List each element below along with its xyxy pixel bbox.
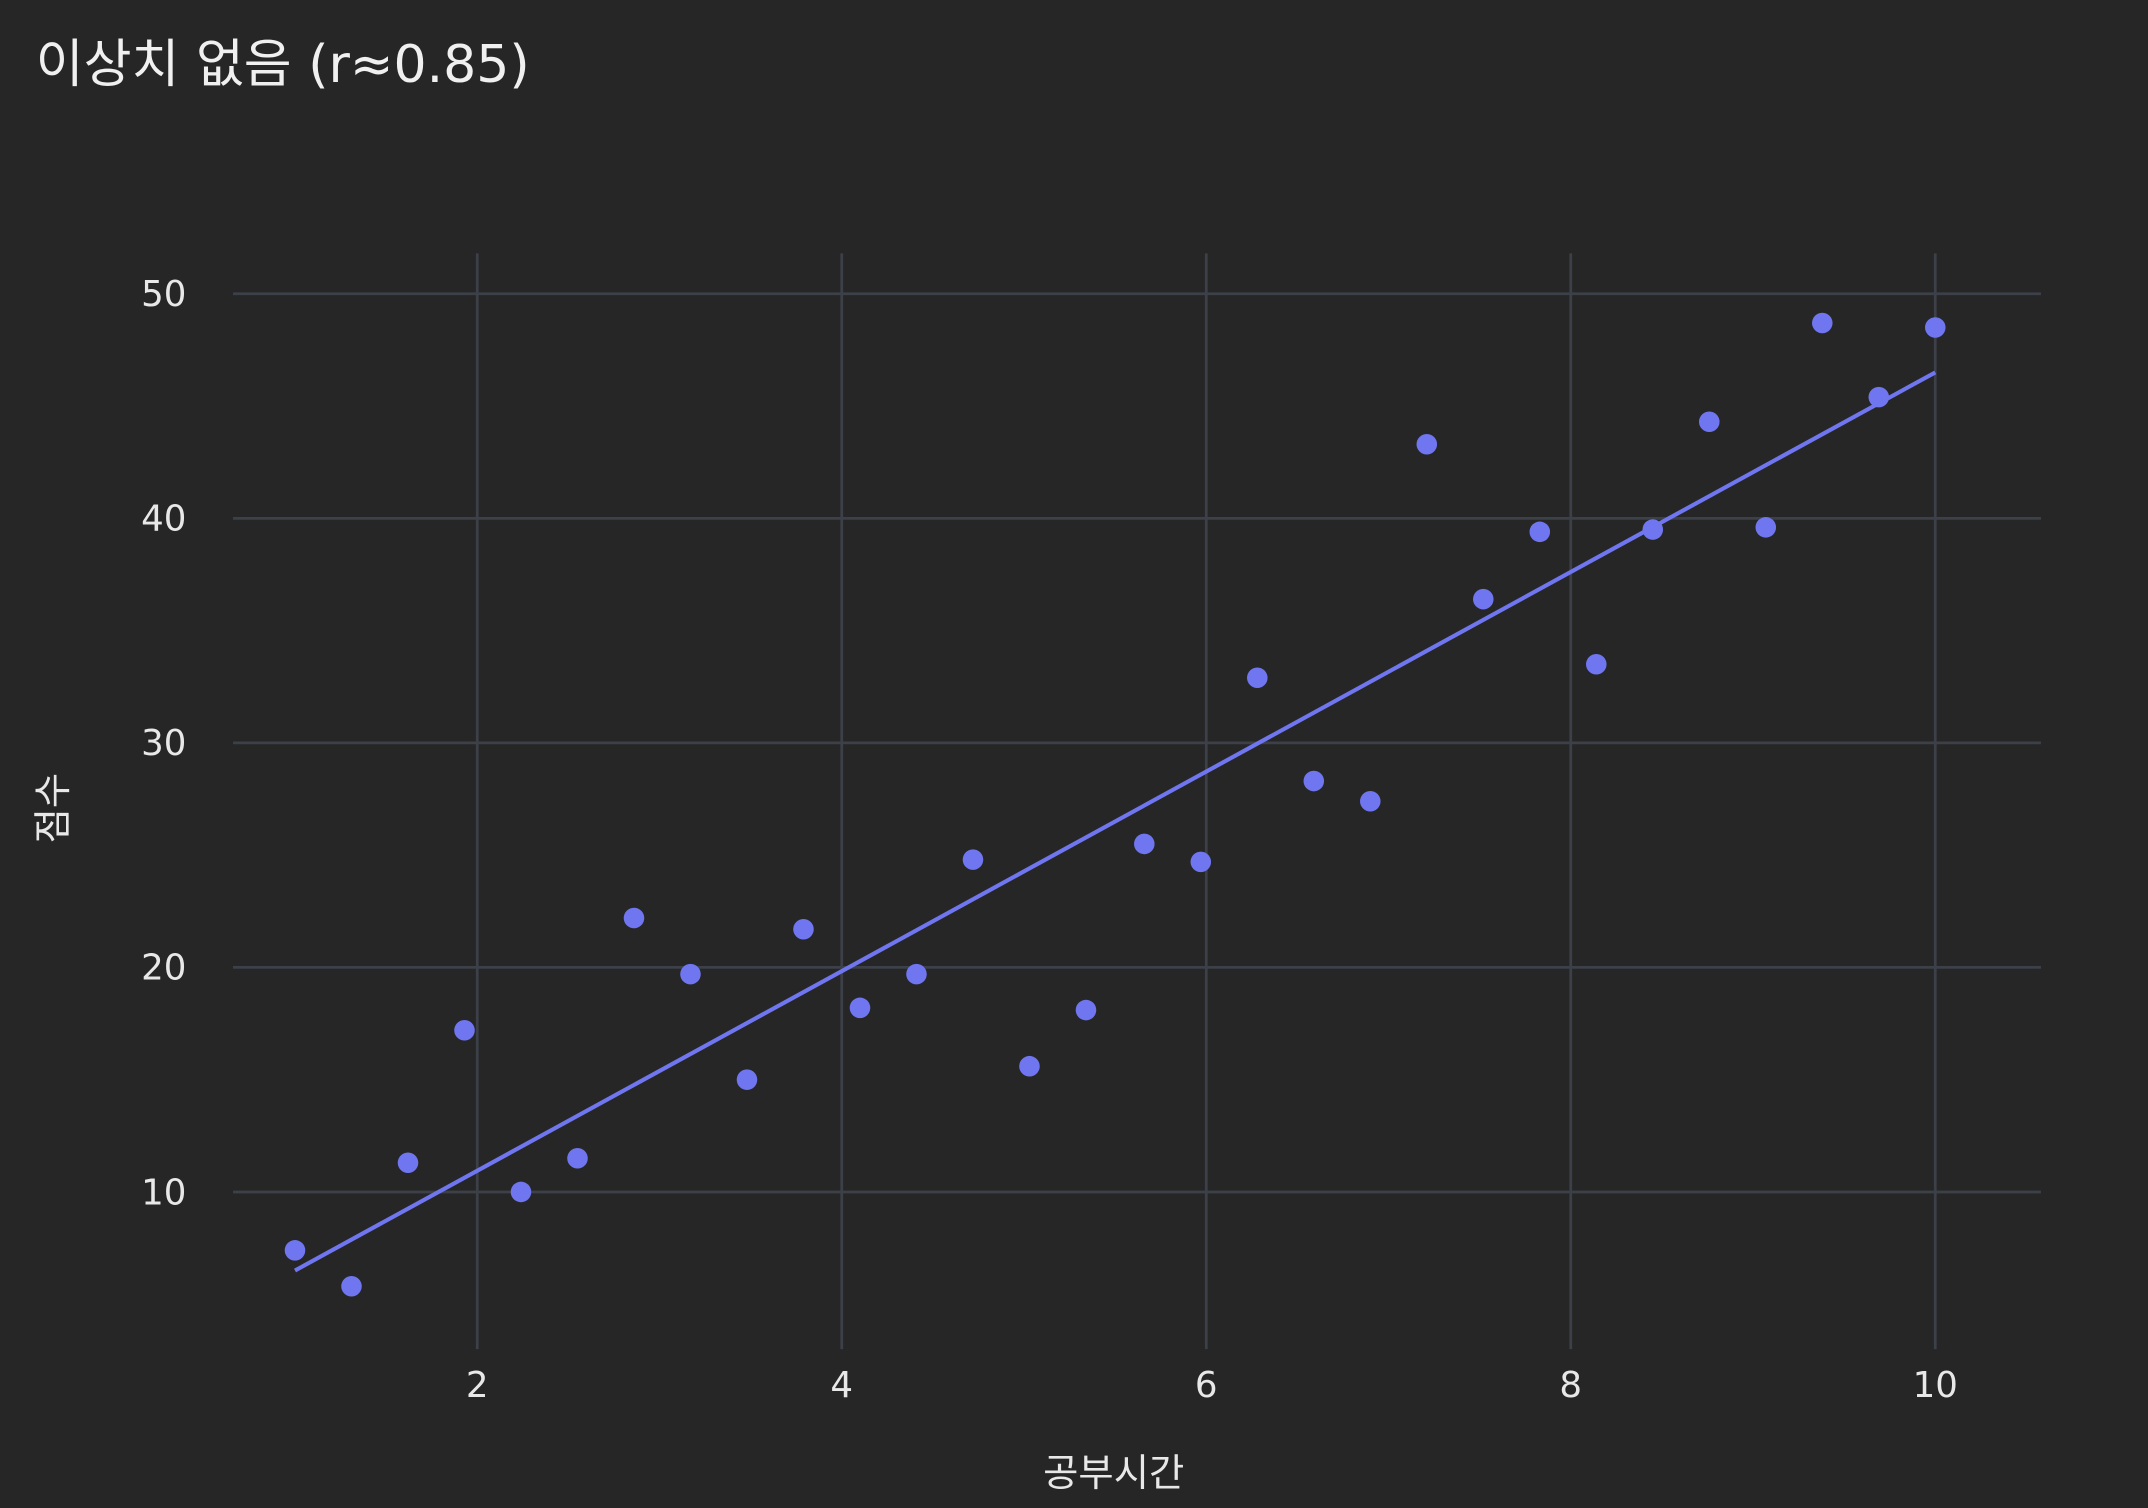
data-point [1925, 317, 1946, 338]
data-point [1134, 833, 1155, 855]
data-point [341, 1275, 362, 1297]
y-tick-label: 30 [141, 723, 186, 764]
data-point [567, 1147, 588, 1169]
data-point [906, 963, 927, 985]
data-point [1755, 517, 1777, 538]
data-point [1019, 1055, 1040, 1077]
y-axis-label: 점수 [31, 773, 76, 844]
data-point [1586, 654, 1607, 675]
data-point [1868, 386, 1890, 408]
data-point [1529, 521, 1551, 543]
y-tick-label: 50 [141, 274, 186, 315]
data-point [962, 849, 984, 870]
data-point [736, 1069, 758, 1090]
chart-title: 이상치 없음 (r≈0.85) [36, 35, 530, 95]
data-point [1360, 790, 1381, 812]
data-point [1473, 588, 1494, 610]
data-point [284, 1240, 306, 1261]
x-tick-labels: 2 4 6 8 10 [466, 1365, 1958, 1406]
points-layer [284, 312, 1946, 1297]
data-point [1303, 770, 1325, 792]
data-point [623, 907, 645, 929]
x-tick-label: 2 [466, 1365, 489, 1406]
grid [233, 253, 2041, 1350]
x-tick-label: 10 [1913, 1365, 1958, 1406]
x-tick-label: 6 [1195, 1365, 1218, 1406]
data-point [793, 918, 814, 940]
regression-line [294, 370, 1937, 1273]
x-tick-label: 8 [1559, 1365, 1582, 1406]
data-point [1812, 312, 1833, 334]
data-point [397, 1152, 419, 1174]
data-point [680, 963, 701, 985]
data-point [1642, 519, 1664, 540]
trend-line-layer [294, 370, 1937, 1273]
data-point [1699, 411, 1720, 433]
data-point [1075, 999, 1097, 1021]
y-tick-labels: 10 20 30 40 50 [141, 274, 186, 1213]
data-point [1190, 851, 1212, 873]
y-tick-label: 20 [141, 948, 186, 989]
x-tick-label: 4 [830, 1365, 853, 1406]
data-point [1416, 433, 1438, 455]
data-point [510, 1181, 532, 1203]
data-point [849, 997, 871, 1019]
y-tick-label: 40 [141, 499, 186, 540]
x-axis-label: 공부시간 [1043, 1451, 1184, 1496]
data-point [454, 1020, 475, 1041]
data-point [1247, 667, 1268, 689]
y-tick-label: 10 [141, 1172, 186, 1213]
